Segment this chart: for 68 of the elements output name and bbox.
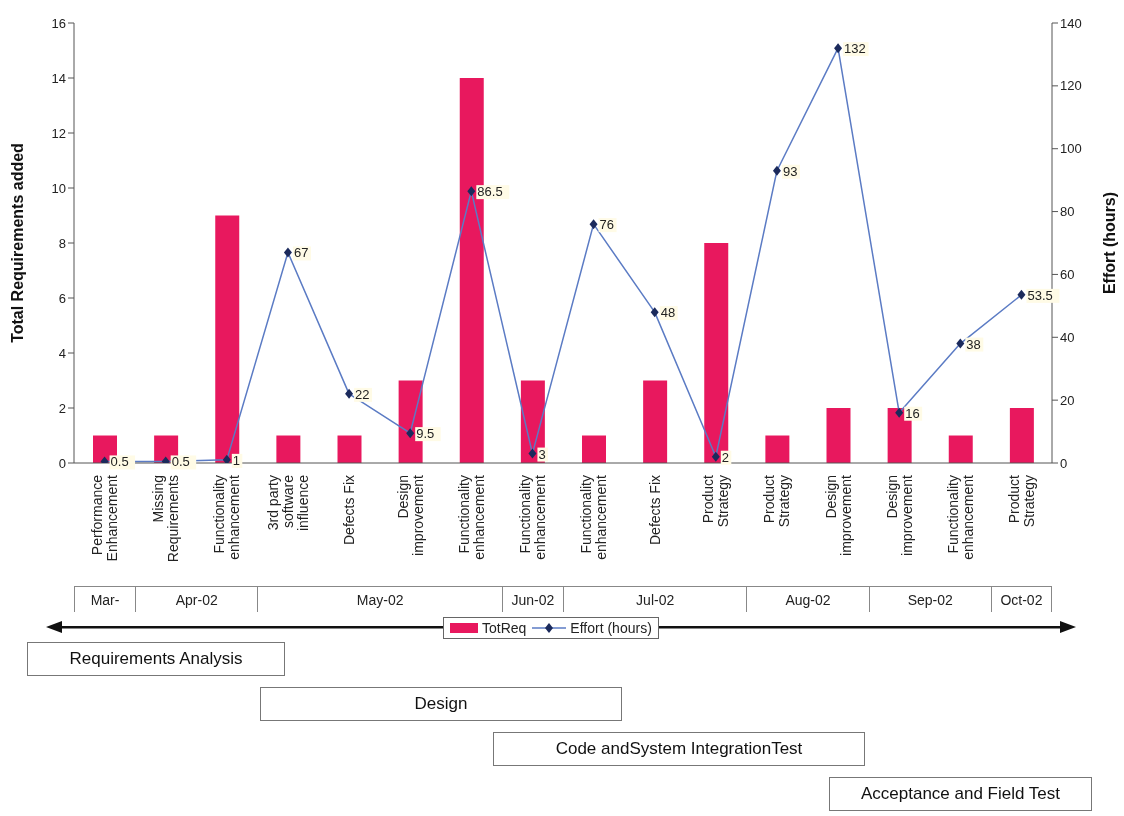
y2-tick-label: 100 <box>1060 141 1082 157</box>
data-label: 48 <box>660 305 676 321</box>
data-label: 53.5 <box>1027 287 1053 303</box>
data-label: 67 <box>293 245 309 261</box>
bar <box>1009 408 1034 463</box>
y-tick-label: 16 <box>51 15 66 31</box>
y2-tick-label: 60 <box>1060 267 1075 283</box>
y2-tick-label: 40 <box>1060 329 1075 345</box>
x-tick-label: Defects Fix <box>646 475 663 546</box>
y2-axis-title: Effort (hours) <box>1100 191 1118 295</box>
data-label: 86.5 <box>477 184 503 200</box>
data-label: 22 <box>355 386 370 402</box>
y-tick-label: 4 <box>58 345 66 361</box>
y-tick-label: 2 <box>58 400 66 416</box>
y2-tick-label: 140 <box>1060 15 1082 31</box>
legend-label: TotReq <box>482 620 527 636</box>
y2-tick-label: 0 <box>1060 455 1068 471</box>
bar <box>765 435 790 463</box>
y-tick-label: 12 <box>51 125 66 141</box>
y-tick-label: 0 <box>58 455 66 471</box>
text: Oct-02 <box>990 586 1052 612</box>
text: Jul-02 <box>563 586 747 612</box>
text: Jun-02 <box>501 586 563 612</box>
text: Design <box>260 687 622 721</box>
data-label: 93 <box>782 163 798 179</box>
x-tick-label: Functionality enhancement <box>211 474 243 560</box>
y2-tick-label: 20 <box>1060 392 1075 408</box>
data-label: 9.5 <box>416 426 435 442</box>
text: Acceptance and Field Test <box>829 777 1092 811</box>
bar <box>337 435 362 463</box>
bar <box>215 215 240 463</box>
x-tick-label: Performance Enhancement <box>89 474 121 562</box>
data-label: 38 <box>966 336 981 352</box>
text: Requirements Analysis <box>27 642 285 676</box>
data-label: 0.5 <box>171 454 190 470</box>
bar <box>582 435 606 463</box>
data-label: 132 <box>844 41 866 57</box>
data-label: 16 <box>905 405 920 421</box>
bar <box>948 435 973 463</box>
data-label: 2 <box>721 449 730 465</box>
y-tick-label: 10 <box>51 180 66 196</box>
legend-label: Effort (hours) <box>570 620 652 636</box>
bar <box>276 435 301 463</box>
y-axis-title: Total Requirements added <box>8 143 26 343</box>
text: May-02 <box>257 586 502 612</box>
data-label: 0.5 <box>110 454 129 470</box>
y-tick-label: 14 <box>51 70 66 86</box>
text: Apr-02 <box>135 586 258 612</box>
x-tick-label: Design improvement <box>394 474 426 556</box>
y-tick-label: 6 <box>58 290 66 306</box>
bar <box>704 243 729 463</box>
x-tick-label: Design improvement <box>822 474 854 556</box>
x-tick-label: Product Strategy <box>700 474 732 528</box>
data-label: 76 <box>599 217 615 233</box>
bar <box>643 380 668 463</box>
text: Mar- <box>74 586 136 612</box>
y2-tick-label: 80 <box>1060 204 1075 220</box>
text: Aug-02 <box>746 586 869 612</box>
text: Code andSystem IntegrationTest <box>493 732 865 766</box>
y-tick-label: 8 <box>58 235 66 251</box>
x-tick-label: Defects Fix <box>341 475 358 546</box>
y2-tick-label: 120 <box>1060 78 1082 94</box>
data-label: 3 <box>538 446 546 462</box>
x-tick-label: Missing Requirements <box>150 475 182 563</box>
bar <box>826 408 851 463</box>
text: Sep-02 <box>868 586 991 612</box>
x-tick-label: Product Strategy <box>761 474 793 528</box>
data-label: 1 <box>232 452 241 468</box>
